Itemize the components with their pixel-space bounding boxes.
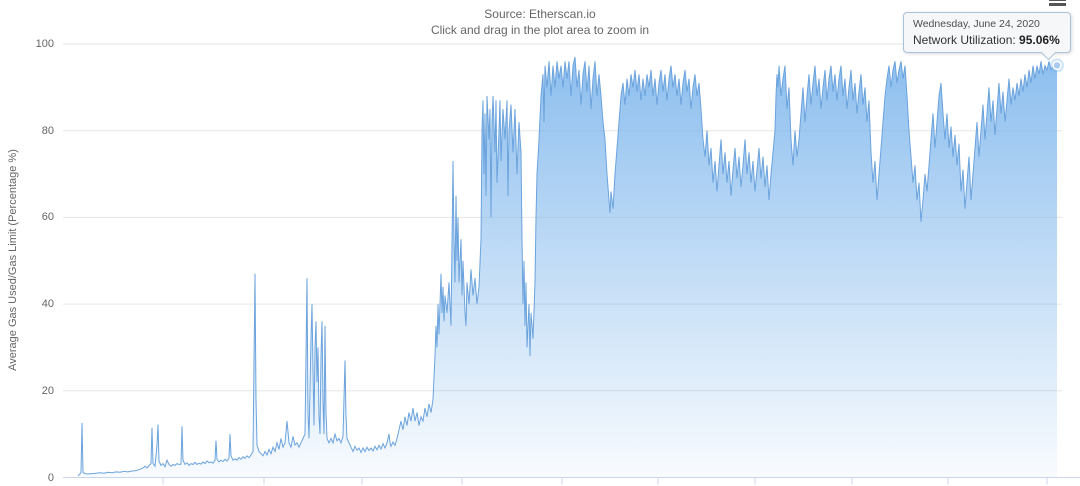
chart-source-subtitle: Source: Etherscan.io: [484, 7, 596, 21]
chart-zoom-hint-subtitle: Click and drag in the plot area to zoom …: [430, 23, 650, 37]
tooltip-date: Wednesday, June 24, 2020: [913, 18, 1040, 30]
tooltip-series-label: Network Utilization:: [913, 33, 1016, 47]
hover-marker: [1052, 60, 1062, 71]
hamburger-menu-icon[interactable]: [1047, 0, 1069, 9]
area-series-fill: [78, 57, 1057, 478]
y-axis-label: 40: [41, 298, 54, 311]
x-axis: [63, 477, 1080, 485]
y-axis-label: 80: [41, 124, 54, 137]
y-axis-label: 20: [41, 384, 54, 397]
chart-title: Ethereum Network Utilization Chart: [0, 0, 1080, 4]
tooltip-value-line: Network Utilization: 95.06%: [913, 33, 1061, 47]
plot-area[interactable]: [63, 40, 1062, 478]
y-axis-label: 60: [41, 211, 54, 224]
chart-tooltip: Wednesday, June 24, 2020 Network Utiliza…: [903, 12, 1071, 61]
area-series-line: [77, 56, 1058, 477]
y-axis-label: 100: [35, 38, 54, 50]
y-axis-label: 0: [47, 471, 54, 484]
tooltip-value: 95.06%: [1019, 33, 1060, 47]
